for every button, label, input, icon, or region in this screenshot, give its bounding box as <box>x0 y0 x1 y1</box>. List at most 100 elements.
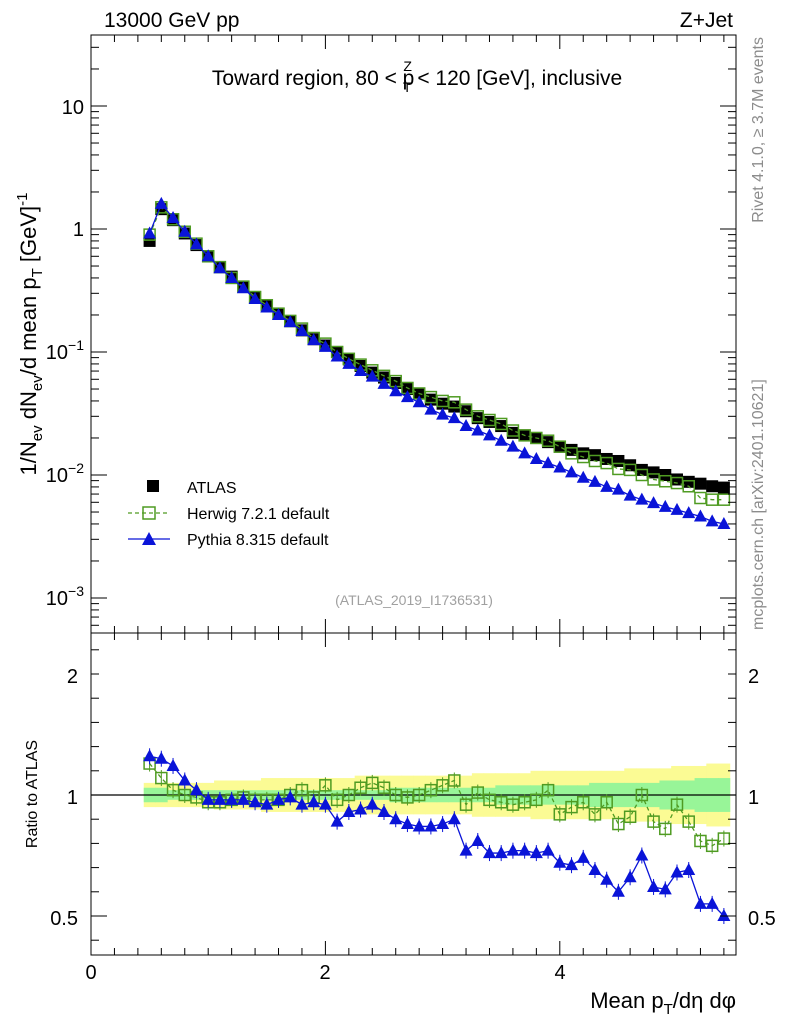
y-tick-label-0.001: 10−3 <box>46 583 84 610</box>
main-pythia-point <box>365 369 379 382</box>
analysis-id: (ATLAS_2019_I1736531) <box>335 592 493 608</box>
y-tick-label-10: 10 <box>62 97 84 119</box>
ratio-herwig-point <box>530 793 543 807</box>
ratio-pythia-point <box>494 846 508 859</box>
main-pythia-point <box>225 270 239 283</box>
main-pythia-point <box>670 502 684 515</box>
legend-marker-pythia <box>142 532 156 545</box>
ratio-y-tick-label-1-right: 1 <box>748 787 759 809</box>
legend-label-atlas: ATLAS <box>187 480 237 497</box>
main-herwig-point <box>717 493 731 506</box>
main-pythia-point <box>143 226 157 239</box>
ratio-plot-curves <box>143 748 731 924</box>
main-pythia-point <box>506 439 520 452</box>
ratio-pythia-point <box>295 797 309 810</box>
main-pythia-point <box>447 411 461 424</box>
ratio-pythia-point <box>447 812 461 825</box>
ratio-pythia-point <box>471 833 485 846</box>
main-atlas-point <box>624 459 637 472</box>
main-pythia-point <box>459 419 473 432</box>
main-atlas-point <box>401 383 414 396</box>
x-tick-label-2: 2 <box>319 962 330 984</box>
ratio-pythia-point <box>623 870 637 883</box>
main-pythia-point <box>436 407 450 420</box>
ratio-y-tick-label-2: 2 <box>67 666 78 688</box>
ratio-pythia-point <box>166 758 180 771</box>
main-pythia-point <box>658 499 672 512</box>
main-atlas-point <box>565 443 578 456</box>
main-pythia-point <box>400 390 414 403</box>
ratio-pythia-point <box>506 843 520 856</box>
main-pythia-point <box>635 492 649 505</box>
main-pythia-point <box>705 514 719 527</box>
main-herwig-point <box>494 417 508 431</box>
main-pythia-point <box>693 509 707 522</box>
ratio-pythia-point <box>260 797 274 810</box>
main-herwig-point <box>448 396 461 409</box>
main-atlas-point <box>600 452 613 465</box>
ratio-herwig-point <box>541 783 555 797</box>
ratio-herwig-point <box>576 796 590 809</box>
main-pythia-point <box>354 364 368 377</box>
ratio-y-tick-label-0.5: 0.5 <box>50 908 78 930</box>
ratio-pythia-point <box>178 773 192 786</box>
main-pythia-point <box>213 261 227 274</box>
ratio-pythia-point <box>717 909 731 921</box>
main-pythia-point <box>518 446 532 459</box>
main-pythia-point <box>189 237 203 250</box>
main-pythia-point <box>201 249 215 262</box>
main-pythia-point <box>611 482 625 495</box>
ratio-pythia-point <box>705 896 719 909</box>
x-axis-label: Mean pT/dη dφ <box>590 988 736 1018</box>
process-label: Z+Jet <box>680 9 733 32</box>
main-herwig-point <box>459 403 473 416</box>
main-pythia-point <box>565 465 579 478</box>
ratio-herwig-line <box>149 763 725 847</box>
main-pythia-point <box>494 433 508 446</box>
main-pythia-point <box>541 456 555 469</box>
main-pythia-point <box>482 428 496 441</box>
ratio-pythia-point <box>201 792 215 805</box>
legend-marker-atlas <box>147 480 159 492</box>
ratio-pythia-point <box>330 814 344 827</box>
ratio-herwig-point <box>588 808 602 821</box>
ratio-pythia-point <box>189 783 203 796</box>
ratio-y-tick-label-0.5-right: 0.5 <box>748 908 776 930</box>
legend-label-herwig: Herwig 7.2.1 default <box>187 506 330 523</box>
main-pythia-point <box>330 349 344 362</box>
ratio-pythia-point <box>248 795 262 808</box>
ratio-herwig-point <box>342 788 356 802</box>
ratio-herwig-point <box>635 788 649 802</box>
ratio-herwig-point <box>670 798 684 811</box>
ratio-pythia-point <box>647 879 661 892</box>
main-pythia-point <box>600 479 614 492</box>
y-axis-label: 1/Nev dNev/d mean pT [GeV]-1 <box>14 193 46 476</box>
main-atlas-point <box>460 405 473 418</box>
main-atlas-point <box>448 400 461 413</box>
main-herwig-point <box>553 440 567 453</box>
plot-title: Toward region, 80 < pZ T < 120 [GeV], inc… <box>212 58 622 95</box>
main-pythia-point <box>318 339 332 352</box>
ratio-herwig-point <box>612 817 625 831</box>
ratio-herwig-point <box>377 781 391 794</box>
ratio-herwig-point <box>705 839 719 853</box>
ratio-herwig-point <box>319 779 332 792</box>
ratio-herwig-point <box>682 815 695 828</box>
main-pythia-point <box>154 196 168 209</box>
main-pythia-point <box>647 496 661 509</box>
main-pythia-point <box>471 423 485 436</box>
axis-ticks <box>90 35 736 955</box>
ratio-herwig-point <box>659 822 672 836</box>
ratio-herwig-point <box>623 810 637 824</box>
ratio-pythia-point <box>283 790 297 803</box>
ratio-pythia-point <box>670 865 684 878</box>
y-tick-label-0.01: 10−2 <box>46 460 84 487</box>
ratio-pythia-point <box>272 792 286 805</box>
ratio-herwig-point <box>647 815 660 828</box>
mcplots-source-label: mcplots.cern.ch [arXiv:2401.10621] <box>750 379 767 630</box>
ratio-herwig-point <box>155 771 168 785</box>
ratio-pythia-point <box>213 792 227 805</box>
main-pythia-point <box>529 451 543 464</box>
main-pythia-point <box>342 356 356 369</box>
main-pythia-point <box>166 210 180 223</box>
